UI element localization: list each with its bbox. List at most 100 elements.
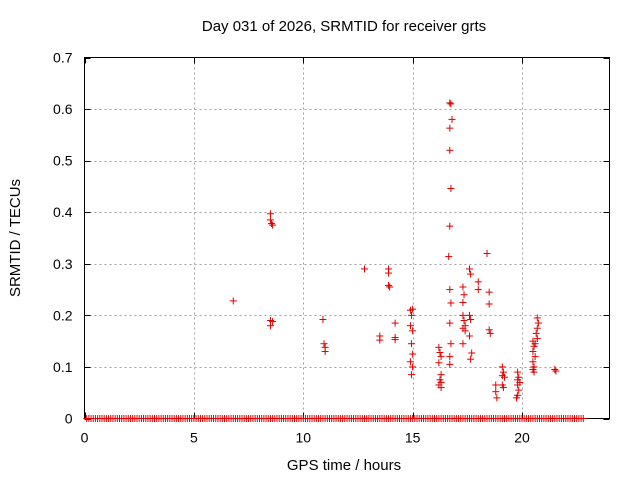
data-point (474, 286, 482, 294)
data-point (376, 336, 384, 344)
data-point (460, 291, 468, 299)
data-point (409, 327, 417, 335)
data-point (466, 311, 473, 319)
data-point (533, 335, 541, 343)
data-point (515, 386, 523, 394)
x-tick-label: 20 (514, 430, 530, 446)
data-point (386, 283, 394, 291)
data-point (437, 384, 445, 392)
data-point (408, 340, 416, 348)
data-point (446, 286, 454, 294)
data-point (408, 311, 416, 319)
y-tick-label: 0.7 (53, 50, 73, 66)
data-point (459, 311, 467, 319)
data-point (460, 317, 468, 325)
data-point (446, 99, 454, 107)
data-point (391, 319, 399, 327)
data-point (498, 363, 506, 371)
data-point (435, 343, 443, 351)
data-point (446, 222, 454, 230)
data-point (409, 350, 417, 358)
data-point (435, 359, 443, 367)
x-axis-label: GPS time / hours (287, 457, 401, 474)
data-point (474, 278, 482, 286)
data-point (361, 265, 368, 273)
data-point (485, 326, 493, 334)
data-point (319, 315, 327, 323)
data-point (551, 366, 559, 374)
data-point (459, 298, 467, 306)
data-point (446, 360, 454, 368)
data-point (461, 327, 469, 335)
data-point (486, 329, 494, 337)
y-tick-label: 0.1 (53, 359, 73, 375)
data-point (385, 281, 393, 289)
data-point (499, 384, 507, 392)
y-tick-label: 0.3 (53, 256, 73, 272)
data-point (320, 340, 328, 348)
data-point (385, 269, 393, 277)
data-point (447, 299, 455, 307)
x-tick-label: 5 (190, 430, 198, 446)
data-point (467, 270, 475, 278)
data-point (406, 358, 414, 366)
data-point (266, 210, 274, 218)
axis-ticks: 0 5 10 15 20 0 0.1 0.2 0.3 0.4 0.5 0.6 0.7 (53, 50, 610, 446)
data-point (447, 184, 455, 192)
data-point (409, 305, 417, 313)
data-point (513, 394, 521, 402)
y-tick-label: 0.4 (53, 204, 73, 220)
data-point (321, 347, 329, 355)
data-point (501, 373, 508, 381)
data-point (499, 368, 507, 376)
data-point (531, 353, 539, 361)
data-point (468, 349, 476, 357)
y-tick-label: 0.2 (53, 307, 73, 323)
y-tick-label: 0.5 (53, 153, 73, 169)
data-point (445, 253, 453, 261)
data-point (466, 332, 473, 340)
data-point (492, 388, 500, 396)
data-point (437, 371, 445, 379)
data-point (409, 363, 417, 371)
data-point (485, 300, 493, 308)
y-axis-label: SRMTID / TECUs (7, 179, 24, 297)
data-point (529, 347, 537, 355)
data-point (532, 329, 540, 337)
chart-title: Day 031 of 2026, SRMTID for receiver grt… (202, 18, 486, 35)
data-point (266, 216, 274, 224)
data-points (83, 99, 587, 422)
data-point (514, 368, 522, 376)
data-point (268, 220, 276, 228)
data-point (406, 322, 414, 330)
data-point (266, 322, 274, 330)
data-point (446, 319, 454, 327)
data-point (514, 381, 522, 389)
zero-point (579, 415, 587, 422)
data-point (447, 340, 455, 348)
data-point (466, 265, 473, 273)
data-point (493, 394, 501, 402)
data-point (446, 353, 454, 361)
data-point (467, 315, 475, 323)
y-tick-label: 0 (65, 411, 73, 427)
data-point (391, 336, 399, 344)
data-point (533, 314, 541, 322)
data-point (436, 348, 444, 356)
y-tick-label: 0.6 (53, 101, 73, 117)
data-point (531, 340, 539, 348)
data-point (552, 367, 560, 375)
data-point (269, 318, 277, 326)
x-tick-label: 15 (405, 430, 421, 446)
data-point (533, 324, 541, 332)
data-point (467, 355, 475, 363)
data-point (447, 100, 455, 108)
grid-lines (84, 57, 610, 419)
data-point (229, 297, 237, 305)
data-point (446, 124, 454, 132)
data-point (530, 368, 538, 376)
data-point (448, 115, 456, 123)
data-point (483, 249, 491, 257)
